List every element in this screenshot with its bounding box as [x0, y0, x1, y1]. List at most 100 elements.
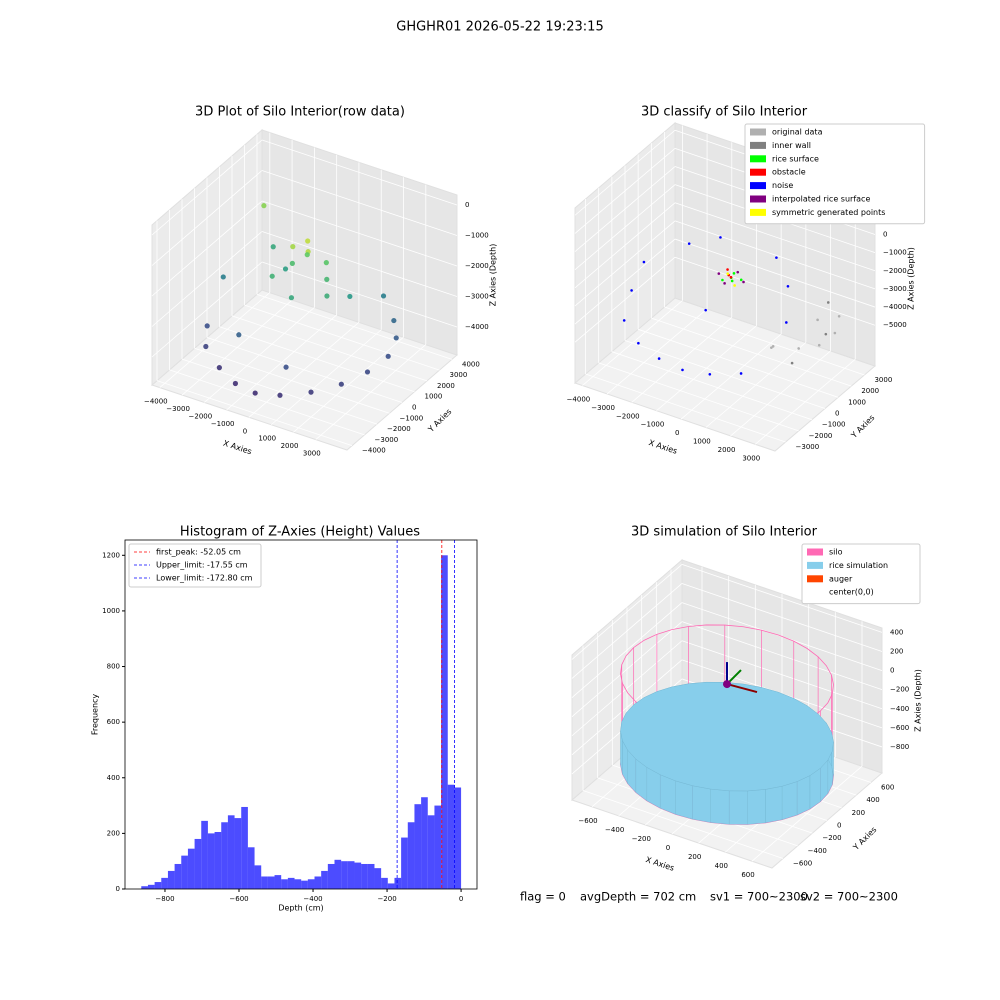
bar — [347, 861, 355, 889]
y-tick-label: 2000 — [437, 382, 455, 390]
point — [622, 319, 626, 322]
bar — [321, 870, 328, 889]
point — [282, 266, 289, 272]
legend-swatch — [807, 588, 823, 596]
bar — [427, 815, 435, 889]
point — [637, 341, 640, 345]
legend-swatch — [750, 168, 766, 176]
point — [816, 318, 819, 322]
y-tick-label: 400 — [107, 774, 120, 782]
bar — [141, 886, 148, 889]
grid-line — [244, 145, 440, 371]
z-axis-label: Z Axies (Depth) — [489, 244, 498, 307]
bar — [147, 884, 155, 889]
grid-line — [574, 220, 876, 307]
legend-label: interpolated rice surface — [772, 195, 870, 204]
bar — [327, 863, 335, 889]
grid-line — [582, 645, 784, 859]
z-tick-label: −5000 — [883, 321, 907, 329]
x-tick-label: −3000 — [591, 404, 615, 412]
bar — [354, 862, 362, 889]
footer-text: avgDepth = 702 cm — [580, 890, 696, 904]
legend-swatch — [750, 128, 766, 136]
grid-line — [585, 199, 786, 443]
y-tick-label: 1000 — [848, 398, 866, 406]
y-tick-label: −2000 — [809, 432, 833, 440]
point — [364, 369, 371, 375]
bar — [241, 806, 248, 889]
z-tick-label: 0 — [883, 231, 887, 239]
point — [770, 346, 773, 349]
x-tick-label: −2000 — [616, 412, 640, 420]
point — [305, 238, 311, 244]
z-tick-label: 0 — [890, 667, 894, 675]
point — [708, 372, 712, 376]
point — [220, 274, 226, 280]
bar — [407, 822, 415, 889]
point — [288, 295, 295, 301]
grid-line — [231, 155, 428, 382]
point — [261, 203, 267, 209]
legend-swatch — [750, 182, 766, 190]
point — [269, 273, 275, 279]
grid-line — [574, 202, 876, 289]
point — [304, 252, 310, 258]
legend-swatch — [750, 195, 766, 203]
y-tick-label: −3000 — [796, 443, 820, 451]
point — [385, 353, 391, 359]
bar — [214, 831, 222, 889]
legend-label: Upper_limit: -17.55 cm — [156, 561, 248, 570]
y-tick-label: 600 — [881, 784, 894, 792]
y-tick-label: −400 — [808, 847, 827, 855]
bar — [314, 876, 322, 889]
y-tick-label: −1000 — [400, 414, 424, 422]
bar — [454, 787, 462, 889]
x-tick-label: −200 — [632, 835, 651, 843]
legend-swatch — [807, 575, 823, 583]
bar — [161, 877, 168, 889]
point — [681, 368, 684, 372]
bar — [401, 837, 408, 889]
point — [289, 260, 295, 266]
point — [826, 301, 830, 304]
point — [785, 321, 788, 324]
legend-label: symmetric generated points — [772, 208, 885, 217]
bar — [387, 883, 395, 889]
grid-line — [637, 154, 839, 398]
figure-title: GHGHR01 2026-05-22 19:23:15 — [396, 20, 603, 35]
chart-title: 3D simulation of Silo Interior — [631, 525, 818, 540]
z-tick-label: −3000 — [465, 293, 489, 301]
grid-line — [571, 621, 883, 717]
legend-swatch — [750, 141, 766, 149]
x-tick-label: 600 — [741, 871, 754, 879]
x-tick-label: 2000 — [281, 442, 299, 450]
point — [817, 343, 821, 347]
z-tick-label: −4000 — [465, 323, 489, 331]
x-tick-label: −200 — [377, 895, 396, 903]
point — [739, 278, 743, 282]
plot-frame — [124, 539, 478, 890]
grid-line — [611, 176, 812, 421]
y-tick-label: 0 — [116, 885, 120, 893]
x-tick-label: 200 — [688, 853, 701, 861]
y-tick-label: 200 — [107, 829, 120, 837]
chart-title: 3D classify of Silo Interior — [641, 105, 808, 120]
x-tick-label: −600 — [229, 895, 248, 903]
point — [719, 236, 722, 239]
x-tick-label: 1000 — [693, 437, 711, 445]
x-tick-label: 3000 — [742, 454, 760, 462]
point — [236, 332, 242, 338]
bar — [307, 879, 315, 889]
grid-line — [219, 166, 415, 393]
point — [824, 332, 828, 336]
point — [739, 372, 743, 375]
grid-line — [151, 139, 458, 236]
x-tick-label: −400 — [303, 895, 322, 903]
z-tick-label: 200 — [890, 647, 903, 655]
x-tick-label: −3000 — [166, 405, 190, 413]
bar — [207, 833, 215, 889]
y-tick-label: −2000 — [387, 425, 411, 433]
bar — [361, 863, 368, 889]
grid-line — [571, 583, 883, 679]
grid-line — [256, 134, 453, 360]
